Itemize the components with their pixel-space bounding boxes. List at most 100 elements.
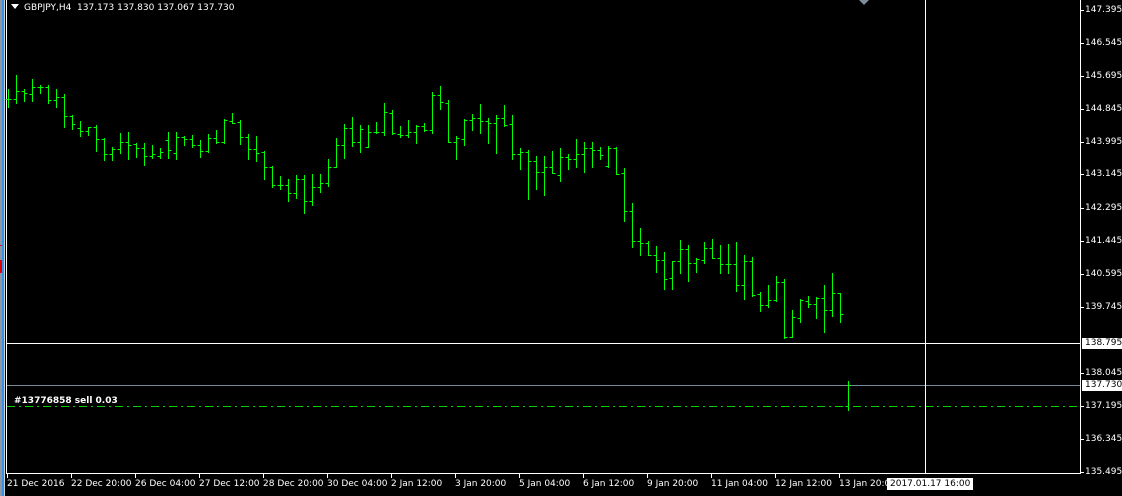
ohlc-bar bbox=[637, 228, 644, 256]
ohlc-bar bbox=[461, 119, 468, 146]
time-tick-label: 9 Jan 20:00 bbox=[647, 479, 699, 489]
price-tick-label: 135.495 bbox=[1085, 466, 1122, 477]
ohlc-bar bbox=[133, 143, 140, 158]
ohlc-bar bbox=[29, 79, 36, 102]
ohlc-bar bbox=[325, 159, 332, 187]
price-tick-label: 139.745 bbox=[1085, 301, 1122, 312]
price-tick-label: 141.445 bbox=[1085, 235, 1122, 246]
price-tick-label: 137.195 bbox=[1085, 400, 1122, 411]
time-tick-label: 28 Dec 20:00 bbox=[263, 479, 324, 489]
ohlc-bar bbox=[781, 279, 788, 339]
ohlc-bar bbox=[333, 138, 340, 168]
ohlc-bar bbox=[309, 174, 316, 206]
chart-shift-triangle-icon[interactable] bbox=[859, 0, 869, 5]
ohlc-bar bbox=[725, 244, 732, 274]
ohlc-bar bbox=[261, 151, 268, 180]
ohlc-bar bbox=[693, 258, 700, 273]
ohlc-bar bbox=[749, 257, 756, 297]
ohlc-bar bbox=[77, 121, 84, 137]
time-tick-label: 3 Jan 20:00 bbox=[455, 479, 507, 489]
ohlc-bar bbox=[413, 125, 420, 144]
ohlc-bar bbox=[381, 103, 388, 136]
ohlc-bar bbox=[237, 120, 244, 145]
ohlc-bar bbox=[493, 115, 500, 154]
ohlc-bar bbox=[61, 94, 68, 128]
ohlc-bar bbox=[117, 133, 124, 154]
ohlc-bar bbox=[821, 285, 828, 333]
level-marker-line bbox=[0, 245, 2, 246]
ohlc-bar bbox=[301, 175, 308, 214]
ohlc-bar bbox=[357, 125, 364, 153]
ohlc-bar bbox=[85, 127, 92, 136]
ohlc-bar bbox=[189, 135, 196, 148]
crosshair-price-label: 138.795 bbox=[1082, 337, 1122, 349]
ohlc-bar bbox=[5, 89, 12, 108]
ohlc-bar bbox=[541, 156, 548, 196]
ohlc-bar bbox=[605, 146, 612, 168]
price-tick-label: 145.695 bbox=[1085, 70, 1122, 81]
ohlc-bar bbox=[269, 166, 276, 188]
time-tick-label: 21 Dec 2016 bbox=[7, 479, 65, 489]
price-tick-label: 143.145 bbox=[1085, 168, 1122, 179]
ohlc-bar bbox=[613, 147, 620, 175]
ohlc-bar bbox=[53, 89, 60, 108]
ohlc-values: 137.173 137.830 137.067 137.730 bbox=[77, 3, 235, 13]
ohlc-bar bbox=[389, 110, 396, 135]
ohlc-bar bbox=[349, 117, 356, 147]
price-tick-label: 138.045 bbox=[1085, 367, 1122, 378]
ohlc-bar bbox=[165, 132, 172, 159]
ohlc-bar bbox=[573, 139, 580, 168]
ohlc-bar bbox=[213, 130, 220, 144]
ohlc-bar bbox=[597, 147, 604, 160]
ohlc-bar bbox=[229, 113, 236, 124]
ohlc-bar bbox=[149, 145, 156, 159]
ohlc-bar bbox=[485, 118, 492, 144]
ohlc-bar bbox=[805, 296, 812, 308]
ohlc-bar bbox=[509, 115, 516, 160]
ohlc-bar bbox=[141, 143, 148, 166]
ohlc-bar bbox=[845, 381, 852, 411]
ohlc-bar bbox=[581, 142, 588, 173]
ohlc-bar bbox=[125, 132, 132, 160]
window-border-highlight bbox=[4, 0, 5, 496]
ohlc-bar bbox=[205, 134, 212, 153]
ohlc-bar bbox=[629, 203, 636, 248]
ohlc-bar bbox=[157, 148, 164, 159]
ohlc-bar bbox=[373, 122, 380, 134]
ohlc-bar bbox=[341, 124, 348, 159]
price-tick-label: 147.395 bbox=[1085, 4, 1122, 15]
time-tick-label: 11 Jan 04:00 bbox=[711, 479, 768, 489]
ohlc-bar bbox=[829, 273, 836, 317]
ohlc-bar bbox=[565, 154, 572, 170]
ohlc-bar bbox=[285, 179, 292, 202]
ohlc-bar bbox=[765, 285, 772, 308]
ohlc-bar bbox=[477, 104, 484, 134]
ohlc-bar bbox=[469, 114, 476, 131]
time-tick-label: 2 Jan 12:00 bbox=[391, 479, 443, 489]
bid-price-label: 137.730 bbox=[1082, 379, 1122, 391]
ohlc-bar bbox=[37, 85, 44, 94]
ohlc-bar bbox=[405, 120, 412, 138]
price-axis-ticks bbox=[1081, 10, 1084, 473]
triangle-down-icon[interactable] bbox=[11, 4, 19, 9]
ohlc-bar bbox=[677, 240, 684, 274]
ohlc-bars bbox=[5, 75, 852, 411]
ohlc-bar bbox=[429, 92, 436, 134]
ohlc-bar bbox=[293, 175, 300, 199]
time-tick-label: 5 Jan 04:00 bbox=[519, 479, 571, 489]
ohlc-bar bbox=[101, 138, 108, 161]
ohlc-bar bbox=[653, 246, 660, 273]
ohlc-bar bbox=[245, 134, 252, 160]
ohlc-bar bbox=[525, 150, 532, 200]
ohlc-bar bbox=[45, 85, 52, 104]
ohlc-bar bbox=[317, 174, 324, 193]
window-border bbox=[0, 0, 2, 496]
ohlc-bar bbox=[69, 115, 76, 130]
ohlc-bar bbox=[701, 242, 708, 264]
price-tick-label: 140.595 bbox=[1085, 268, 1122, 279]
ohlc-bar bbox=[445, 100, 452, 143]
ohlc-bar bbox=[173, 132, 180, 160]
ohlc-bar bbox=[397, 126, 404, 138]
ohlc-bar bbox=[797, 299, 804, 323]
